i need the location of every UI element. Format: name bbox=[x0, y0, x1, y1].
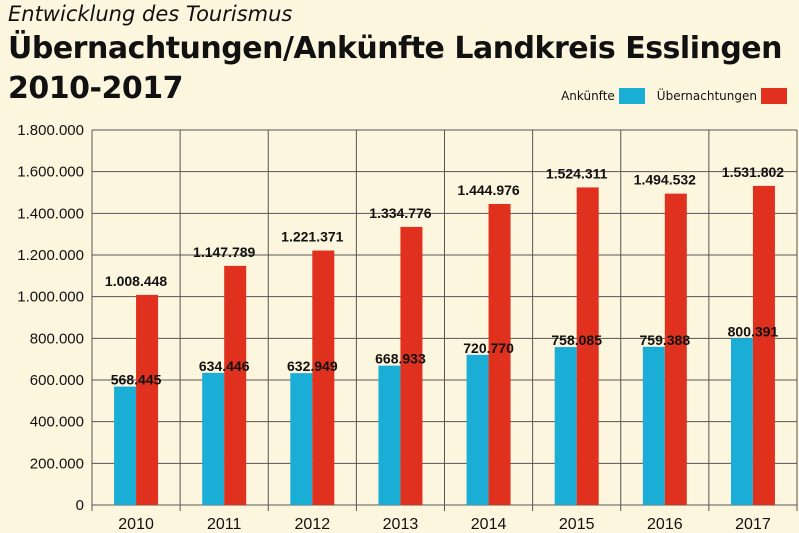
chart-title: Übernachtungen/Ankünfte Landkreis Esslin… bbox=[8, 31, 783, 66]
legend-swatch-ankuenfte bbox=[618, 88, 645, 104]
bar-ankuenfte bbox=[730, 338, 753, 505]
bar-ankuenfte bbox=[290, 373, 313, 505]
y-tick-label: 200.000 bbox=[30, 455, 84, 472]
bar-ankuenfte bbox=[202, 372, 225, 505]
bar-uebernachtungen bbox=[664, 193, 687, 505]
y-tick-label: 1.200.000 bbox=[17, 247, 84, 264]
y-tick-label: 600.000 bbox=[30, 372, 84, 389]
chart-subtitle: 2010-2017 bbox=[8, 71, 183, 106]
data-label-uebernachtungen: 1.008.448 bbox=[105, 273, 167, 289]
data-label-ankuenfte: 720.770 bbox=[463, 340, 514, 356]
y-tick-label: 1.800.000 bbox=[17, 122, 84, 139]
data-label-ankuenfte: 632.949 bbox=[287, 358, 338, 374]
data-label-ankuenfte: 800.391 bbox=[728, 323, 779, 339]
data-label-ankuenfte: 568.445 bbox=[111, 372, 162, 388]
data-label-uebernachtungen: 1.334.776 bbox=[369, 205, 431, 221]
bar-ankuenfte bbox=[642, 346, 665, 505]
y-tick-label: 400.000 bbox=[30, 414, 84, 431]
data-label-ankuenfte: 634.446 bbox=[199, 358, 250, 374]
x-tick-label: 2014 bbox=[471, 516, 507, 533]
x-tick-label: 2013 bbox=[383, 516, 419, 533]
x-tick-label: 2016 bbox=[647, 516, 683, 533]
data-label-uebernachtungen: 1.147.789 bbox=[193, 244, 255, 260]
data-label-ankuenfte: 758.085 bbox=[551, 332, 602, 348]
bar-ankuenfte bbox=[466, 354, 489, 505]
bar-uebernachtungen bbox=[400, 226, 423, 505]
y-tick-label: 800.000 bbox=[30, 330, 84, 347]
data-label-uebernachtungen: 1.531.802 bbox=[722, 164, 784, 180]
bar-uebernachtungen bbox=[136, 294, 159, 505]
x-tick-label: 2011 bbox=[207, 516, 242, 533]
data-label-uebernachtungen: 1.444.976 bbox=[457, 182, 519, 198]
y-tick-label: 1.600.000 bbox=[17, 164, 84, 181]
x-tick-label: 2012 bbox=[295, 516, 331, 533]
y-tick-label: 1.400.000 bbox=[17, 205, 84, 222]
x-tick-label: 2015 bbox=[559, 516, 595, 533]
data-label-uebernachtungen: 1.494.532 bbox=[634, 172, 696, 188]
legend-swatch-uebernachtungen bbox=[761, 88, 787, 104]
bar-ankuenfte bbox=[554, 347, 577, 505]
bar-uebernachtungen bbox=[576, 187, 599, 505]
data-label-uebernachtungen: 1.524.311 bbox=[546, 165, 608, 181]
x-tick-label: 2010 bbox=[118, 516, 154, 533]
data-label-ankuenfte: 759.388 bbox=[640, 332, 691, 348]
x-tick-label: 2017 bbox=[735, 516, 771, 533]
data-label-uebernachtungen: 1.221.371 bbox=[281, 229, 343, 245]
chart-legend: Ankünfte Übernachtungen bbox=[561, 88, 787, 104]
y-tick-label: 0 bbox=[76, 497, 84, 514]
chart-kicker: Entwicklung des Tourismus bbox=[8, 2, 293, 26]
bar-uebernachtungen bbox=[312, 250, 335, 505]
bar-uebernachtungen bbox=[752, 185, 775, 506]
y-tick-label: 1.000.000 bbox=[17, 289, 84, 306]
legend-label-ankuenfte: Ankünfte bbox=[561, 89, 615, 103]
bar-ankuenfte bbox=[114, 386, 137, 505]
bar-ankuenfte bbox=[378, 365, 401, 505]
bar-uebernachtungen bbox=[488, 203, 511, 506]
data-label-ankuenfte: 668.933 bbox=[375, 351, 426, 367]
bar-uebernachtungen bbox=[224, 265, 247, 505]
legend-label-uebernachtungen: Übernachtungen bbox=[656, 89, 757, 103]
